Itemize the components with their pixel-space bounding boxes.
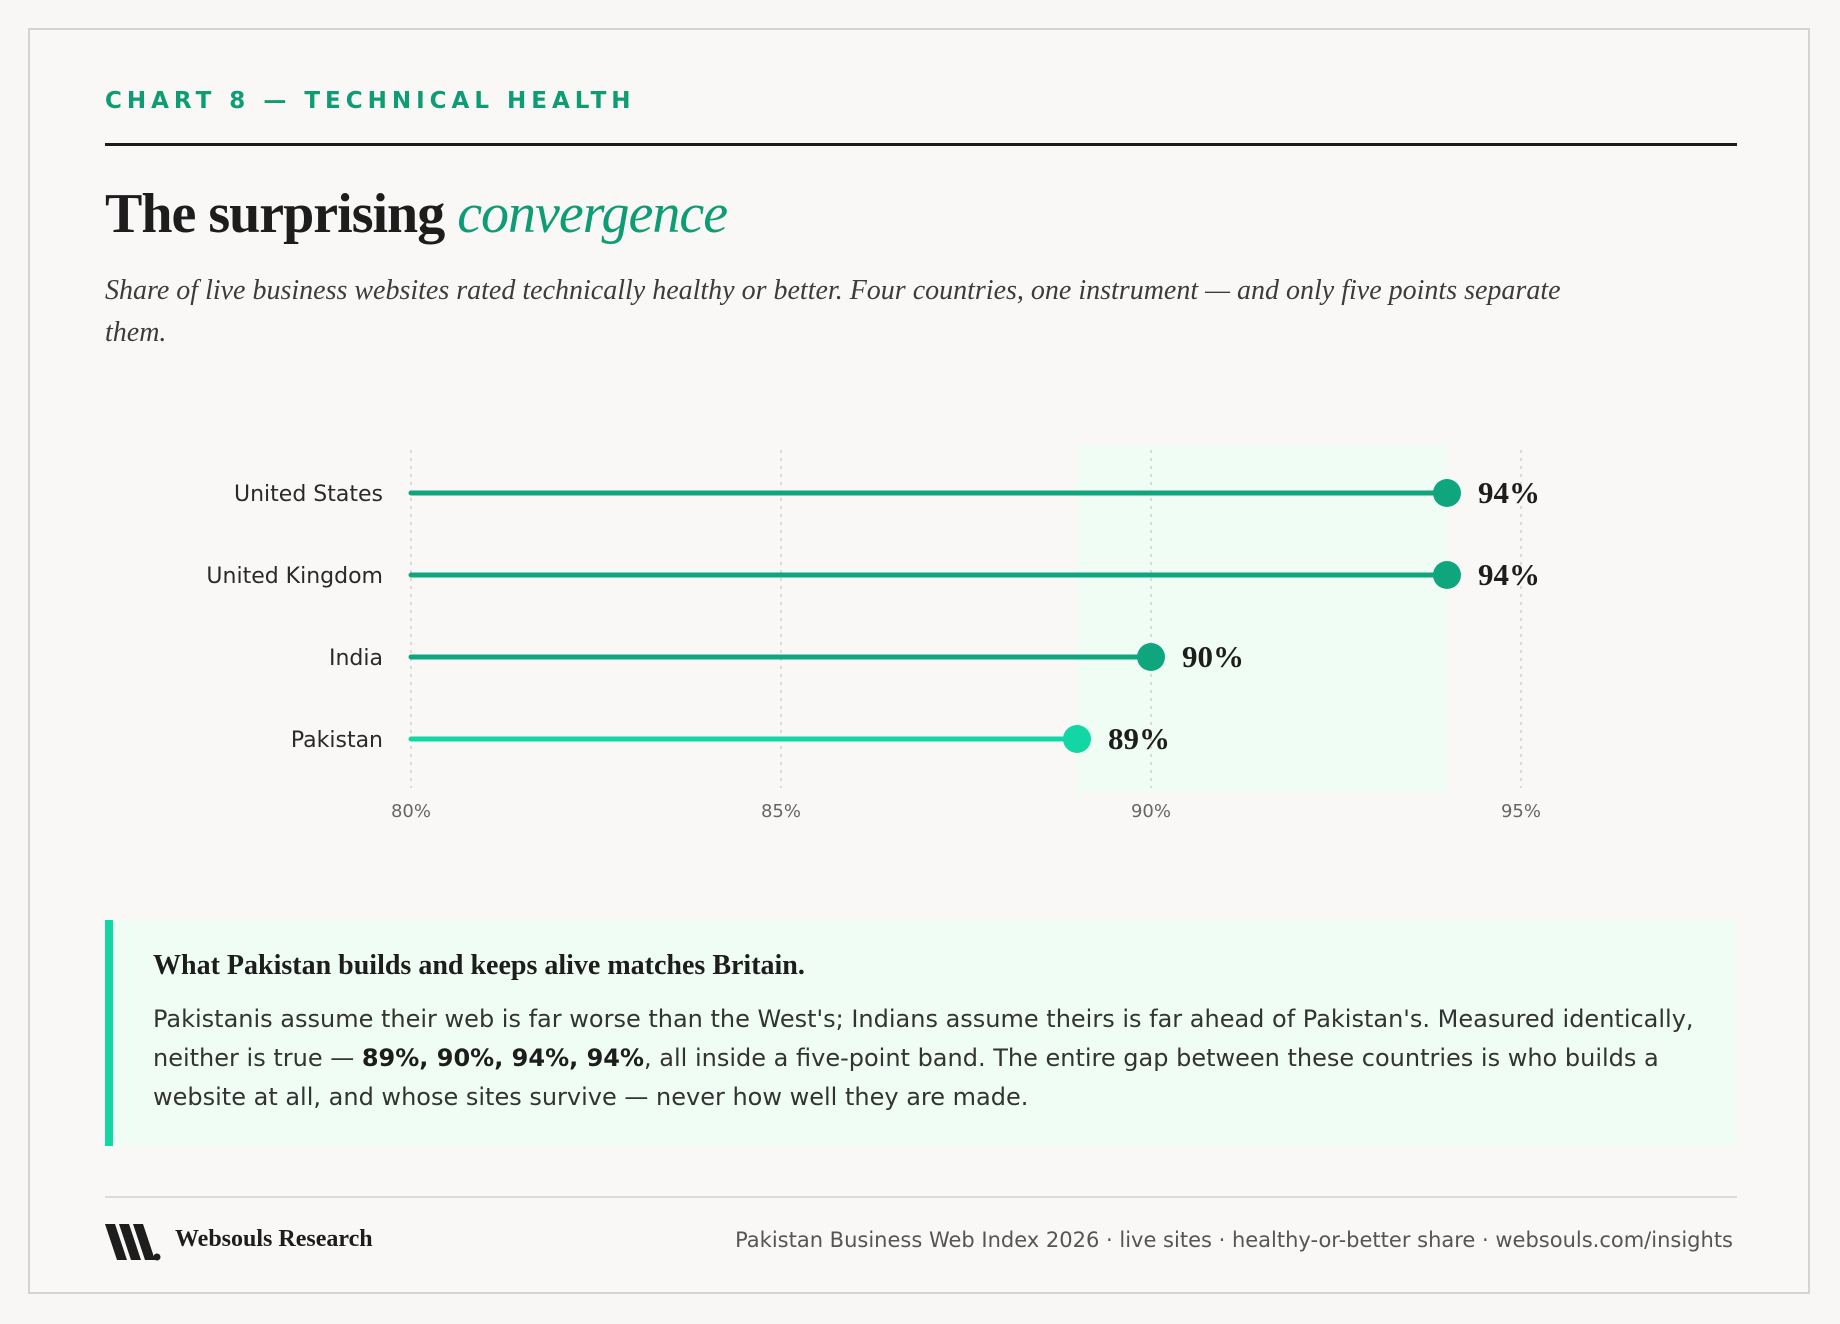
- lollipop-dot: [1063, 725, 1091, 753]
- value-label: 94%: [1478, 557, 1540, 592]
- footer-source: Pakistan Business Web Index 2026 · live …: [735, 1228, 1733, 1252]
- x-tick-label: 85%: [761, 801, 801, 822]
- value-label: 90%: [1182, 639, 1244, 674]
- lollipop-chart: 80% 85% 90% 95% United States 94% United Kingd…: [206, 445, 1541, 822]
- category-label: United States: [234, 482, 383, 507]
- x-tick-label: 95%: [1501, 801, 1541, 822]
- highlight-band: [1077, 445, 1447, 793]
- category-label: Pakistan: [291, 728, 383, 753]
- chart-title: The surprising convergence: [105, 182, 728, 246]
- category-label: United Kingdom: [206, 564, 383, 589]
- header-rule: [105, 143, 1737, 146]
- chart-eyebrow: CHART 8 — TECHNICAL HEALTH: [105, 88, 636, 114]
- callout-body-post: , all inside a five-point band. The enti…: [153, 1044, 1659, 1111]
- lollipop-dot: [1433, 561, 1461, 589]
- callout-body: Pakistanis assume their web is far worse…: [153, 1000, 1713, 1117]
- callout-title: What Pakistan builds and keeps alive mat…: [153, 950, 805, 981]
- chart-card: CHART 8 — TECHNICAL HEALTH The surprisin…: [28, 28, 1810, 1294]
- websouls-logo-icon: [105, 1224, 161, 1261]
- value-label: 94%: [1478, 475, 1540, 510]
- value-label: 89%: [1108, 721, 1170, 756]
- callout-box: What Pakistan builds and keeps alive mat…: [105, 920, 1737, 1146]
- title-accent: convergence: [457, 183, 728, 245]
- callout-body-pre: Pakistanis assume their web is far worse…: [153, 1005, 1694, 1072]
- x-tick-label: 90%: [1131, 801, 1171, 822]
- category-label: India: [329, 646, 383, 671]
- title-main: The surprising: [105, 183, 445, 245]
- lollipop-dot: [1433, 479, 1461, 507]
- chart-subtitle: Share of live business websites rated te…: [105, 275, 1561, 348]
- x-tick-label: 80%: [391, 801, 431, 822]
- footer-brand: Websouls Research: [175, 1226, 373, 1252]
- callout-body-bold: 89%, 90%, 94%, 94%: [361, 1044, 645, 1072]
- lollipop-dot: [1137, 643, 1165, 671]
- footer-rule: [105, 1196, 1737, 1198]
